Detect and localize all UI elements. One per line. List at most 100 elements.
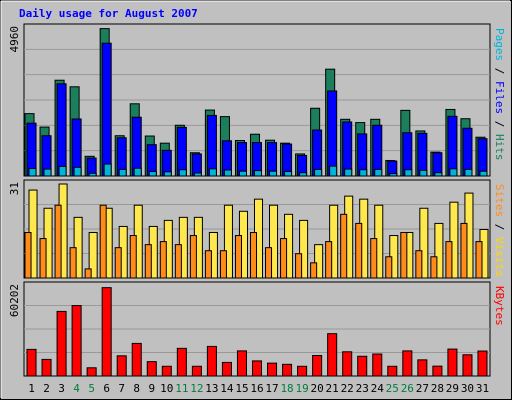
bar-pages-day-28 — [434, 172, 443, 177]
x-tick-label-28: 28 — [431, 382, 444, 395]
bar-kbytes-day-4 — [71, 305, 82, 377]
bar-sites-day-18 — [280, 238, 288, 279]
bar-kbytes-day-3 — [56, 310, 67, 377]
bar-files-day-3 — [56, 83, 67, 177]
bar-kbytes-day-9 — [146, 361, 157, 377]
bar-pages-day-11 — [178, 169, 187, 177]
bar-files-day-8 — [131, 116, 142, 177]
x-tick-label-3: 3 — [58, 382, 65, 395]
bar-kbytes-day-8 — [131, 342, 142, 377]
x-tick-label-7: 7 — [118, 382, 125, 395]
bar-sites-day-8 — [129, 235, 137, 279]
x-tick-label-31: 31 — [476, 382, 489, 395]
x-tick-label-5: 5 — [88, 382, 95, 395]
bar-visits-day-17 — [269, 204, 279, 279]
x-axis-labels: 1 2 3 4 5 6 7 8 9 10 11 12 13 14 15 16 17 18 19 20 21 22 23 24 2… — [28, 382, 489, 395]
bar-kbytes-day-2 — [41, 358, 52, 377]
bar-pages-day-14 — [223, 169, 232, 177]
bar-files-day-30 — [462, 127, 473, 177]
x-tick-label-10: 10 — [160, 382, 173, 395]
x-tick-label-29: 29 — [446, 382, 459, 395]
x-tick-label-2: 2 — [43, 382, 50, 395]
legend-entry: KBytes — [493, 286, 506, 326]
bar-sites-day-11 — [174, 244, 182, 279]
bar-sites-day-16 — [249, 232, 258, 279]
x-tick-label-12: 12 — [190, 382, 203, 395]
x-tick-label-24: 24 — [371, 382, 385, 395]
legend-kbytes: KBytes — [493, 286, 506, 326]
bar-visits-day-29 — [449, 201, 459, 279]
bar-pages-day-29 — [449, 168, 458, 177]
bar-sites-day-12 — [189, 235, 197, 279]
bar-kbytes-day-5 — [86, 367, 97, 377]
bar-sites-day-30 — [460, 222, 468, 279]
bar-files-day-27 — [417, 132, 428, 177]
panel-pages-files-hits: 4960 Pages / Files / Hits — [8, 23, 506, 177]
bar-kbytes-day-25 — [387, 365, 398, 377]
bar-files-day-13 — [206, 114, 217, 177]
bar-kbytes-day-6 — [101, 287, 112, 377]
legend-pages-files-hits: Pages / Files / Hits — [493, 28, 506, 161]
legend-entry: / — [493, 61, 506, 81]
bar-kbytes-day-11 — [176, 347, 187, 377]
bar-kbytes-day-14 — [221, 361, 232, 377]
bar-visits-day-20 — [314, 244, 324, 279]
bar-kbytes-day-1 — [26, 348, 37, 377]
bar-sites-day-15 — [234, 235, 242, 279]
bar-pages-day-22 — [344, 168, 353, 177]
legend-sites-visits: Sites / Visits — [493, 184, 506, 277]
legend-entry: Sites — [493, 184, 506, 217]
bar-sites-day-28 — [430, 256, 438, 279]
bar-pages-day-23 — [359, 169, 368, 177]
bar-visits-day-28 — [434, 222, 444, 279]
x-tick-label-15: 15 — [235, 382, 248, 395]
bar-sites-day-20 — [310, 262, 318, 279]
bar-sites-day-14 — [219, 250, 227, 279]
bar-sites-day-7 — [114, 247, 122, 279]
bar-sites-day-3 — [54, 204, 62, 279]
bar-pages-day-24 — [374, 168, 383, 177]
x-tick-label-17: 17 — [265, 382, 278, 395]
bar-kbytes-day-19 — [297, 365, 308, 377]
bar-pages-day-13 — [208, 168, 217, 177]
legend-entry: / — [493, 114, 506, 134]
bar-sites-day-23 — [355, 222, 363, 279]
bar-files-day-11 — [176, 126, 187, 177]
bar-pages-day-6 — [103, 163, 112, 177]
bar-pages-day-19 — [299, 172, 308, 177]
x-tick-label-21: 21 — [326, 382, 339, 395]
bar-sites-day-29 — [445, 241, 453, 279]
bar-kbytes-day-18 — [282, 363, 293, 377]
bar-pages-day-27 — [419, 169, 428, 177]
bar-sites-day-13 — [204, 250, 212, 279]
x-tick-label-1: 1 — [28, 382, 35, 395]
x-tick-label-9: 9 — [148, 382, 155, 395]
bar-pages-day-7 — [118, 168, 127, 177]
bar-sites-day-9 — [144, 244, 152, 279]
bar-kbytes-day-12 — [191, 365, 202, 377]
bar-pages-day-5 — [88, 172, 97, 177]
bar-visits-day-14 — [223, 204, 233, 279]
bar-pages-day-15 — [238, 170, 247, 177]
bar-sites-day-25 — [385, 256, 393, 279]
bar-sites-day-19 — [295, 253, 303, 279]
bar-kbytes-day-22 — [342, 351, 353, 377]
bar-kbytes-day-30 — [462, 354, 473, 377]
bar-pages-day-10 — [163, 171, 172, 177]
legend-entry: Visits — [493, 237, 506, 277]
bar-sites-day-17 — [265, 247, 273, 279]
x-tick-label-13: 13 — [205, 382, 218, 395]
x-tick-label-20: 20 — [311, 382, 324, 395]
bar-files-day-6 — [101, 42, 112, 177]
bar-sites-day-2 — [39, 238, 47, 279]
bar-pages-day-30 — [464, 168, 473, 177]
bar-pages-day-3 — [58, 165, 67, 177]
x-tick-label-8: 8 — [133, 382, 140, 395]
bar-kbytes-day-15 — [236, 350, 247, 377]
bar-kbytes-day-10 — [161, 365, 172, 377]
y-max-label: 31 — [8, 182, 21, 195]
bar-pages-day-16 — [253, 170, 263, 177]
x-tick-label-23: 23 — [356, 382, 369, 395]
bar-pages-day-31 — [479, 170, 488, 177]
bar-pages-day-26 — [404, 169, 413, 177]
